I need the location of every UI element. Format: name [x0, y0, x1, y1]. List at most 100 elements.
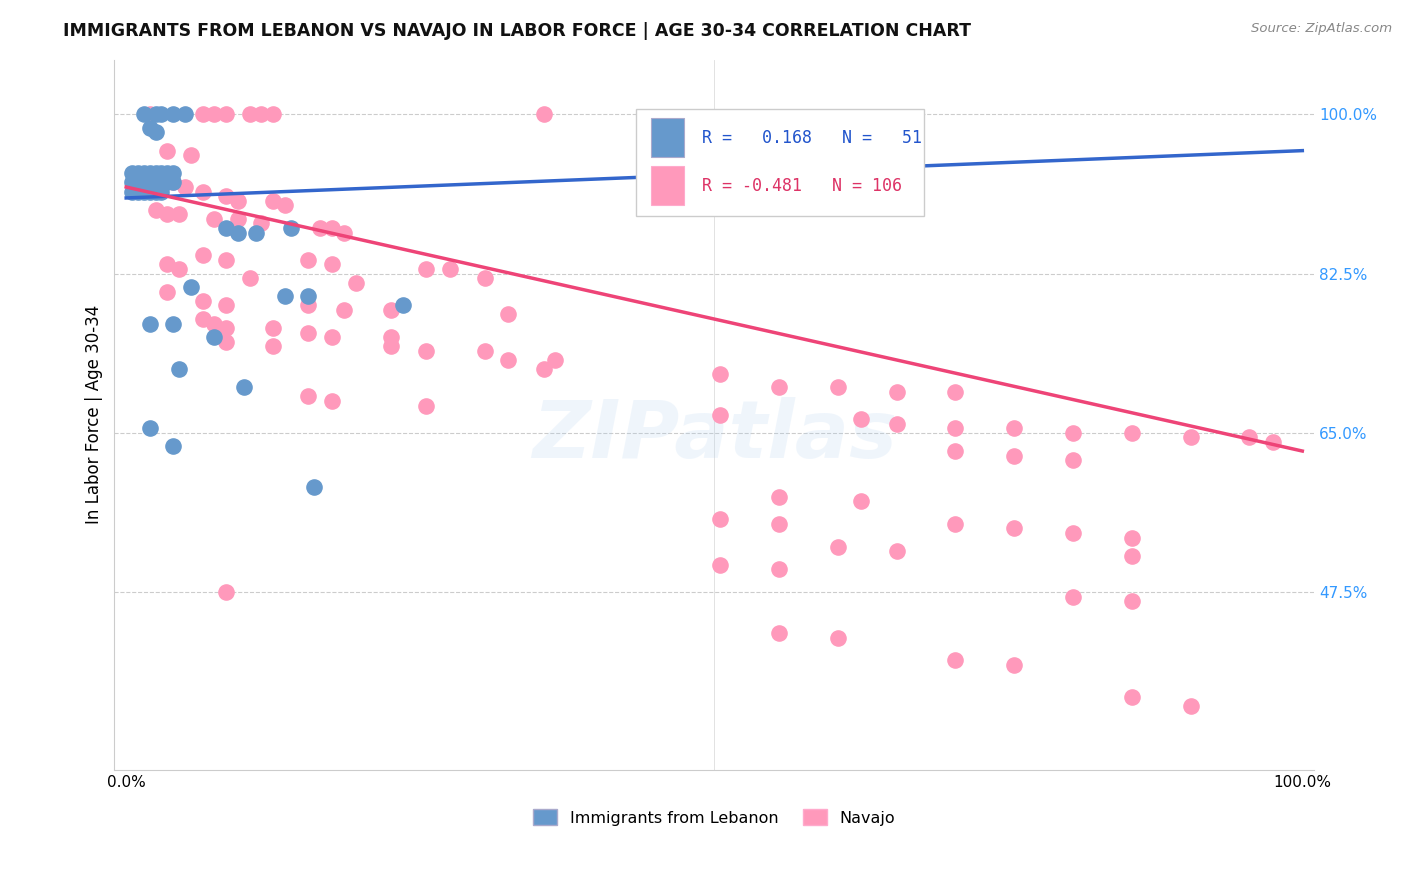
Point	[215, 334, 238, 349]
Point	[332, 226, 354, 240]
Point	[380, 330, 402, 344]
Point	[145, 202, 167, 217]
Point	[297, 289, 319, 303]
Point	[321, 330, 343, 344]
Point	[191, 248, 214, 262]
Point	[321, 394, 343, 409]
Point	[297, 252, 319, 267]
Point	[138, 120, 160, 135]
Point	[132, 185, 155, 199]
Point	[544, 353, 567, 368]
Point	[274, 289, 297, 303]
Legend: Immigrants from Lebanon, Navajo: Immigrants from Lebanon, Navajo	[533, 809, 896, 826]
Point	[150, 185, 173, 199]
Point	[138, 107, 160, 121]
Point	[709, 558, 731, 572]
Point	[943, 384, 966, 399]
Point	[498, 353, 520, 368]
Point	[709, 512, 731, 526]
Point	[250, 217, 273, 231]
Point	[1002, 421, 1025, 435]
Point	[943, 653, 966, 667]
Point	[344, 276, 367, 290]
Point	[162, 317, 184, 331]
Point	[827, 380, 849, 394]
Point	[180, 280, 202, 294]
Point	[262, 321, 284, 335]
Point	[474, 271, 496, 285]
Point	[145, 185, 167, 199]
Point	[415, 262, 437, 277]
Point	[274, 198, 297, 212]
Point	[533, 362, 555, 376]
Point	[297, 326, 319, 340]
Point	[1121, 425, 1143, 440]
Point	[1002, 449, 1025, 463]
Point	[127, 185, 149, 199]
Point	[138, 421, 160, 435]
Point	[215, 585, 238, 599]
Text: R =   0.168   N =   51: R = 0.168 N = 51	[702, 128, 922, 146]
Point	[145, 166, 167, 180]
Point	[439, 262, 461, 277]
Point	[380, 339, 402, 353]
Point	[1180, 430, 1202, 444]
Point	[262, 107, 284, 121]
Point	[127, 176, 149, 190]
Point	[245, 226, 267, 240]
Point	[202, 330, 225, 344]
Point	[1062, 590, 1084, 604]
Point	[121, 185, 143, 199]
Point	[851, 494, 873, 508]
Point	[1062, 525, 1084, 540]
Point	[768, 562, 790, 576]
Point	[768, 380, 790, 394]
Point	[1180, 698, 1202, 713]
Point	[415, 343, 437, 358]
Point	[132, 166, 155, 180]
FancyBboxPatch shape	[651, 166, 685, 205]
Point	[138, 176, 160, 190]
Point	[162, 176, 184, 190]
Point	[180, 148, 202, 162]
Point	[474, 343, 496, 358]
Point	[768, 626, 790, 640]
Point	[943, 444, 966, 458]
Point	[156, 257, 179, 271]
Point	[886, 417, 908, 431]
Point	[156, 285, 179, 299]
Text: Source: ZipAtlas.com: Source: ZipAtlas.com	[1251, 22, 1392, 36]
Text: IMMIGRANTS FROM LEBANON VS NAVAJO IN LABOR FORCE | AGE 30-34 CORRELATION CHART: IMMIGRANTS FROM LEBANON VS NAVAJO IN LAB…	[63, 22, 972, 40]
Point	[215, 321, 238, 335]
Point	[132, 176, 155, 190]
Point	[174, 180, 197, 194]
Point	[297, 389, 319, 403]
Point	[1002, 657, 1025, 672]
Point	[321, 257, 343, 271]
Point	[1121, 549, 1143, 563]
Point	[380, 302, 402, 317]
Point	[145, 176, 167, 190]
Text: ZIPatlas: ZIPatlas	[531, 397, 897, 475]
Point	[215, 221, 238, 235]
Point	[1239, 430, 1261, 444]
Point	[226, 226, 249, 240]
Point	[297, 298, 319, 312]
Point	[1121, 690, 1143, 704]
Point	[1062, 453, 1084, 467]
Point	[156, 144, 179, 158]
Point	[162, 166, 184, 180]
Point	[138, 185, 160, 199]
Point	[709, 367, 731, 381]
Point	[1261, 434, 1284, 449]
Point	[321, 221, 343, 235]
Point	[145, 125, 167, 139]
Point	[827, 540, 849, 554]
Point	[162, 440, 184, 454]
Point	[239, 271, 262, 285]
Point	[191, 293, 214, 308]
Point	[150, 176, 173, 190]
FancyBboxPatch shape	[637, 110, 924, 216]
Point	[138, 317, 160, 331]
Point	[533, 107, 555, 121]
